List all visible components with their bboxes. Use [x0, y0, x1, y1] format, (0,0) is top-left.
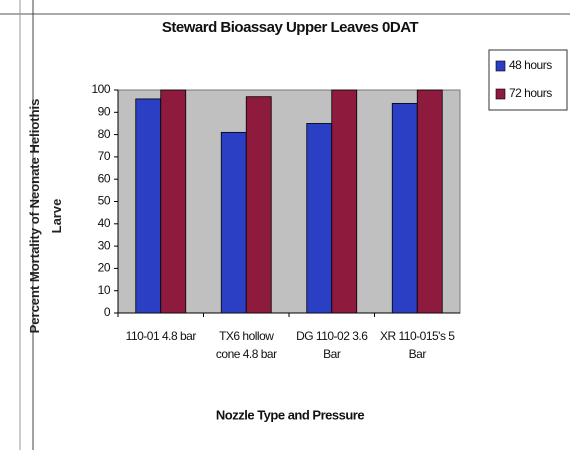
- y-tick-label: 90: [98, 104, 111, 118]
- y-tick-label: 20: [98, 261, 111, 275]
- x-tick-label: DG 110-02 3.6 Bar: [296, 329, 368, 361]
- bar: [135, 98, 162, 314]
- x-axis-label: Nozzle Type and Pressure: [216, 407, 364, 422]
- x-tick-label: 110-01 4.8 bar: [125, 329, 197, 343]
- bar: [416, 89, 443, 314]
- bar: [245, 96, 272, 314]
- y-tick-label: 10: [98, 283, 111, 297]
- legend-swatch: [495, 60, 506, 72]
- y-tick-label: 70: [98, 149, 111, 163]
- y-axis-label: Percent Mortality of Neonate Heliothis L…: [27, 98, 64, 334]
- x-tick-label: TX6 hollow cone 4.8 bar: [215, 329, 277, 361]
- y-tick-label: 50: [98, 194, 111, 208]
- y-tick-label: 80: [98, 127, 111, 141]
- y-tick-label: 30: [98, 238, 111, 252]
- legend-swatch: [495, 88, 506, 100]
- chart-title: Steward Bioassay Upper Leaves 0DAT: [162, 19, 419, 36]
- legend-box: [488, 49, 568, 111]
- x-tick-label: XR 110-015's 5 Bar: [380, 329, 455, 361]
- bar: [220, 131, 247, 314]
- bar: [160, 89, 187, 314]
- bar: [391, 102, 418, 314]
- bar: [331, 89, 358, 314]
- bar: [306, 123, 333, 314]
- y-tick-label: 0: [104, 305, 111, 319]
- y-tick-label: 100: [91, 82, 110, 96]
- legend-label: 72 hours: [509, 86, 552, 100]
- legend-label: 48 hours: [509, 58, 552, 72]
- y-tick-label: 60: [98, 171, 111, 185]
- y-tick-label: 40: [98, 216, 111, 230]
